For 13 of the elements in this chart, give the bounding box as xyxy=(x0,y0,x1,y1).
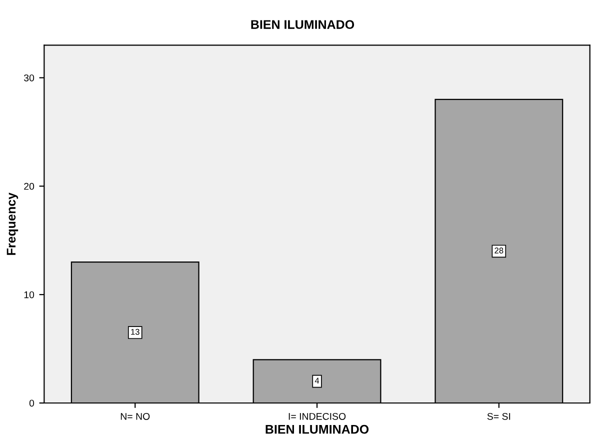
y-axis-title: Frequency xyxy=(6,192,18,255)
y-tick-label: 20 xyxy=(24,182,34,190)
data-label: 13 xyxy=(131,328,140,335)
x-axis-title: BIEN ILUMINADO xyxy=(266,424,369,434)
y-tick-label: 30 xyxy=(24,74,34,82)
x-tick-label: I= INDECISO xyxy=(288,412,346,420)
chart-title: BIEN ILUMINADO xyxy=(251,20,354,29)
x-tick-label: S= SI xyxy=(487,412,510,420)
x-tick-label: N= NO xyxy=(120,412,150,420)
y-tick-label: 10 xyxy=(24,291,34,298)
data-label: 4 xyxy=(314,378,320,384)
data-label: 28 xyxy=(494,248,504,254)
y-tick-label: 0 xyxy=(29,400,34,407)
